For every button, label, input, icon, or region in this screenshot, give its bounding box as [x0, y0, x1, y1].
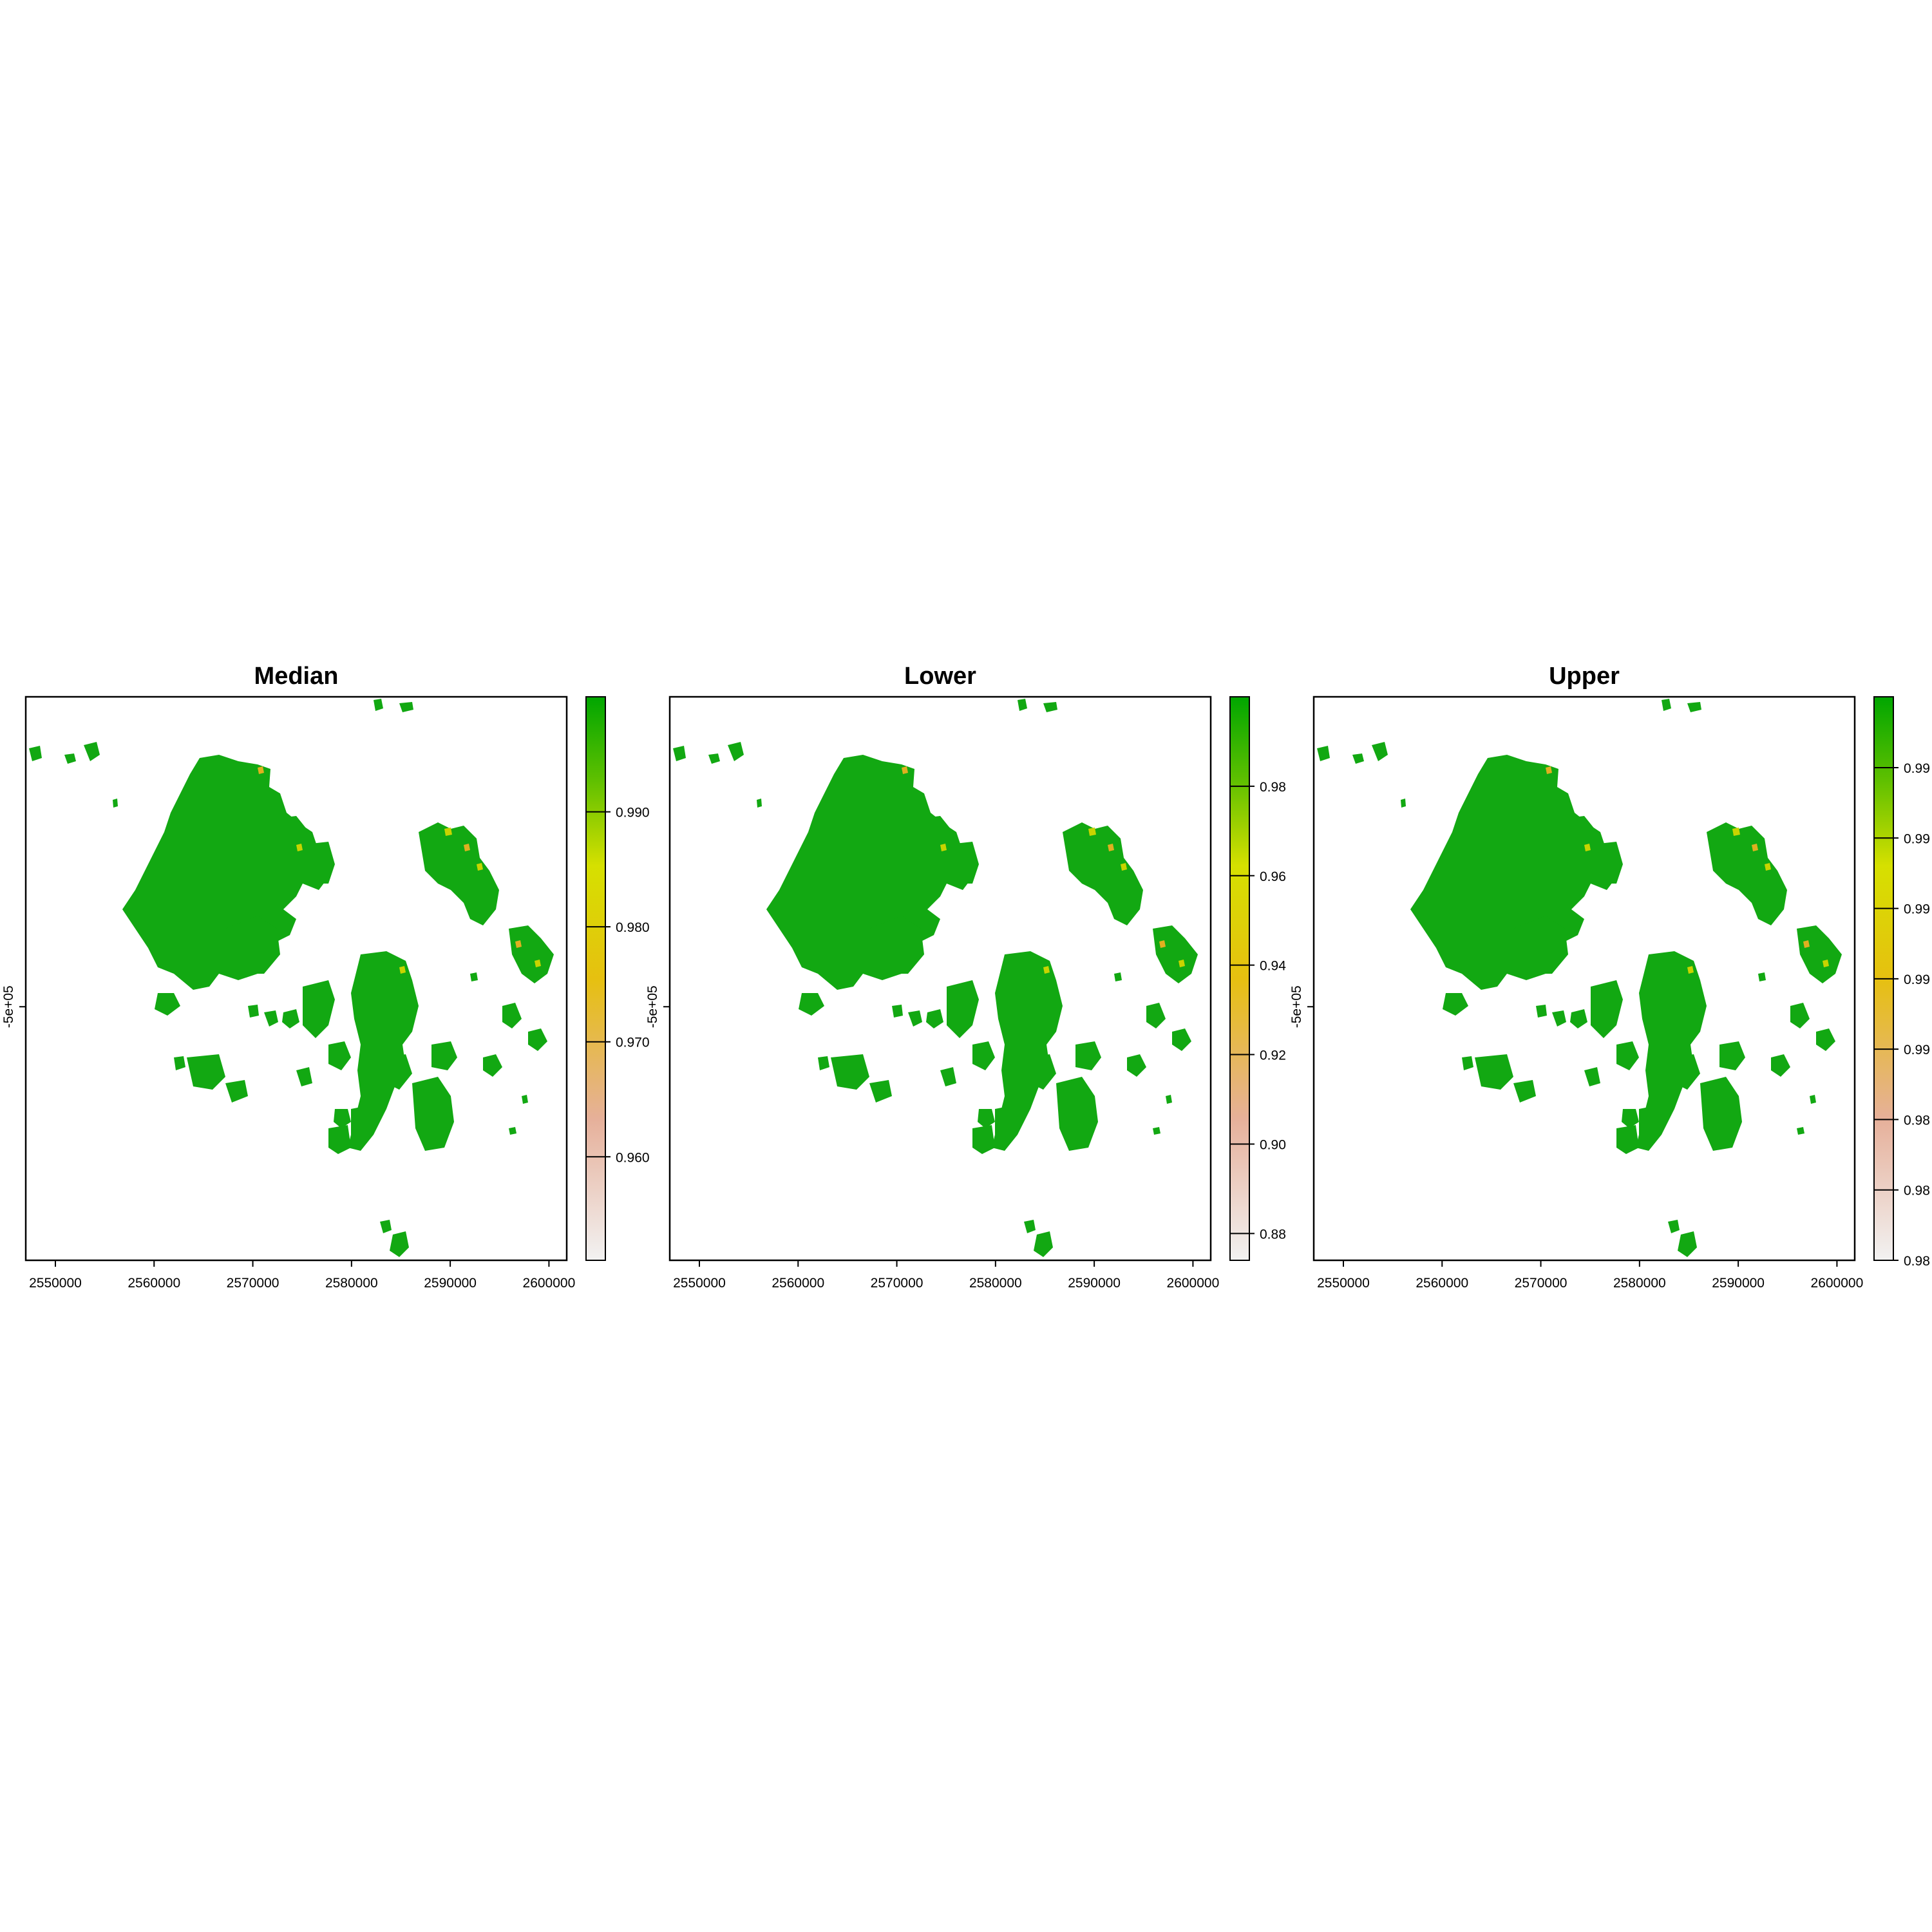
x-tick-label: 2600000 [1811, 1276, 1864, 1291]
colorbar-frame [1229, 696, 1250, 1261]
colorbar-gradient [586, 697, 605, 1260]
colorbar-tick-label: 0.98 [1904, 1184, 1930, 1198]
x-tick-label: 2550000 [673, 1276, 726, 1291]
x-tick-label: 2570000 [227, 1276, 279, 1291]
y-tick-label: -5e+05 [1289, 985, 1304, 1028]
colorbar-tick-label: 0.980 [616, 920, 650, 935]
plot-frame [24, 696, 568, 1262]
colorbar-tick-label: 0.99 [1904, 972, 1930, 987]
colorbar-tick-label: 0.98 [1904, 1113, 1930, 1128]
x-tick-label: 2590000 [1068, 1276, 1121, 1291]
colorbar-tick-label: 0.96 [1260, 869, 1286, 884]
colorbar-tick-label: 0.94 [1260, 959, 1286, 974]
plot-frame [668, 696, 1212, 1262]
colorbar: 0.960 0.970 0.980 0.990 [585, 696, 650, 1261]
colorbar-frame [585, 696, 606, 1261]
x-tick-label: 2580000 [325, 1276, 378, 1291]
colorbar-tick-label: 0.92 [1260, 1048, 1286, 1063]
colorbar-tick-label: 0.90 [1260, 1137, 1286, 1152]
panel-title: Lower [904, 663, 976, 690]
colorbar-tick-label: 0.99 [1904, 831, 1930, 846]
x-tick-label: 2580000 [969, 1276, 1022, 1291]
x-tick-label: 2550000 [1317, 1276, 1370, 1291]
colorbar-tick-label: 0.98 [1260, 780, 1286, 795]
x-tick-label: 2590000 [1712, 1276, 1765, 1291]
panel-title: Median [254, 663, 339, 690]
colorbar-tick-label: 0.99 [1904, 1043, 1930, 1057]
panel-upper: Upper 2550000 2560000 2570000 2580000 2590000… [1289, 663, 1930, 1291]
panel-title: Upper [1549, 663, 1620, 690]
x-tick-label: 2600000 [523, 1276, 576, 1291]
x-tick-label: 2590000 [424, 1276, 477, 1291]
colorbar-tick-label: 0.88 [1260, 1227, 1286, 1242]
x-tick-label: 2580000 [1613, 1276, 1666, 1291]
colorbar-tick-label: 0.990 [616, 806, 650, 820]
panel-median: Median 2550000 2560000 2570000 2580000 259000… [1, 663, 650, 1291]
colorbar-tick-label: 0.970 [616, 1036, 650, 1050]
x-tick-label: 2570000 [871, 1276, 923, 1291]
x-tick-label: 2550000 [29, 1276, 82, 1291]
x-tick-label: 2560000 [772, 1276, 824, 1291]
x-tick-label: 2600000 [1167, 1276, 1220, 1291]
raster-map [29, 699, 554, 1257]
colorbar: 0.99 0.99 0.99 0.99 0.99 0.98 0.98 0.98 [1873, 696, 1930, 1269]
raster-map [1317, 699, 1842, 1257]
x-tick-label: 2560000 [128, 1276, 180, 1291]
colorbar-tick-label: 0.960 [616, 1150, 650, 1165]
plot-frame [1312, 696, 1856, 1262]
colorbar: 0.88 0.90 0.92 0.94 0.96 0.98 [1229, 696, 1286, 1261]
panel-lower: Lower 2550000 2560000 2570000 2580000 2590000… [645, 663, 1286, 1291]
x-tick-label: 2560000 [1416, 1276, 1468, 1291]
colorbar-tick-label: 0.99 [1904, 761, 1930, 776]
panels: Median 2550000 2560000 2570000 2580000 259000… [1, 663, 1930, 1291]
y-tick-label: -5e+05 [645, 985, 660, 1028]
colorbar-tick-label: 0.98 [1904, 1254, 1930, 1269]
x-tick-label: 2570000 [1515, 1276, 1567, 1291]
y-tick-label: -5e+05 [1, 985, 16, 1028]
raster-map [673, 699, 1198, 1257]
colorbar-tick-label: 0.99 [1904, 902, 1930, 917]
colorbar-gradient [1230, 697, 1249, 1260]
